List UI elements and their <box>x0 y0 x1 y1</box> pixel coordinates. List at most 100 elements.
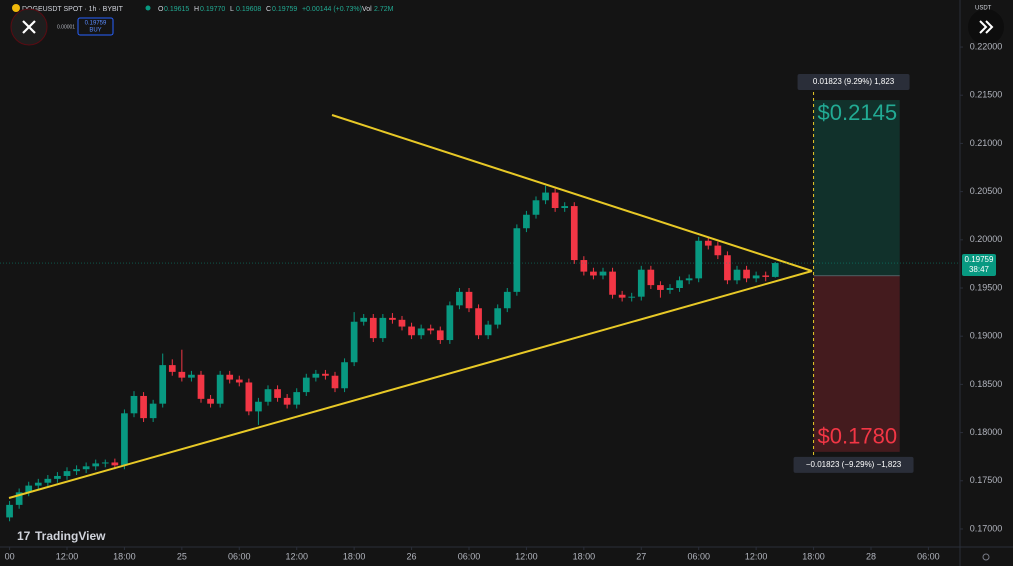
x-tick-label: 06:00 <box>917 551 940 561</box>
last-price-tag <box>962 254 996 277</box>
candle-body <box>590 271 597 276</box>
candle-body <box>503 291 511 309</box>
buy-button[interactable] <box>77 17 114 36</box>
candle-body <box>628 296 636 298</box>
candle-body <box>15 492 23 505</box>
x-tick-label: 12:00 <box>515 551 538 561</box>
profit-zone <box>813 100 900 276</box>
candle-body <box>561 206 569 209</box>
candle-body <box>637 269 645 297</box>
y-tick-label: 0.18000 <box>970 427 1003 437</box>
candle-body <box>188 374 195 378</box>
x-tick-label: 06:00 <box>458 551 481 561</box>
currency: USDT <box>975 6 992 12</box>
x-tick-label: 18:00 <box>343 551 366 561</box>
candle-body <box>551 192 559 209</box>
candle-body <box>762 275 770 277</box>
x-tick-label: 06:00 <box>687 551 710 561</box>
target-info-box <box>797 74 910 91</box>
candle-body <box>484 324 492 336</box>
target-info: 0.01823 (9.29%) 1,823 <box>813 77 895 86</box>
candle-body <box>733 269 741 281</box>
candle-body <box>283 397 291 405</box>
candle-body <box>523 214 530 229</box>
candle-body <box>34 482 42 486</box>
close-icon[interactable] <box>22 20 36 34</box>
candle-body <box>427 328 435 331</box>
x-tick-label: 12:00 <box>56 551 79 561</box>
candle-body <box>456 291 463 306</box>
candle-body <box>542 192 549 201</box>
candle-body <box>743 269 750 279</box>
ohlc-header: O 0.19615 H 0.19770 L 0.19608 C 0.19759 +0.00144… <box>158 6 394 13</box>
settings-icon[interactable] <box>982 553 990 561</box>
candle-body <box>714 245 722 256</box>
x-tick-label: 00 <box>5 551 15 561</box>
expand-icon[interactable] <box>979 20 994 34</box>
target-label: $0.2145 <box>818 100 898 125</box>
buy-label[interactable]: BUY <box>89 28 101 34</box>
candle-body <box>389 317 396 320</box>
candle-body <box>140 395 147 419</box>
stop-info: −0.01823 (−9.29%) −1,823 <box>806 460 902 469</box>
ohlc-value: 0.19615 <box>164 6 189 13</box>
candle-body <box>293 392 301 405</box>
x-tick-label: 18:00 <box>802 551 825 561</box>
candle-body <box>408 326 415 336</box>
stop-label: $0.1780 <box>818 424 898 449</box>
ohlc-key: H <box>194 6 199 13</box>
x-tick-label: 25 <box>177 551 187 561</box>
candle-body <box>159 365 167 404</box>
candle-body <box>532 200 540 215</box>
candle-body <box>350 321 358 363</box>
candle-body <box>302 377 310 393</box>
y-tick-label: 0.18500 <box>970 379 1003 389</box>
candle-body <box>465 291 473 309</box>
lower-trendline <box>8 270 813 499</box>
x-tick-label: 18:00 <box>573 551 596 561</box>
candle-body <box>609 271 616 295</box>
buy-price[interactable]: 0.19759 <box>85 21 107 27</box>
candle-body <box>54 475 61 479</box>
candle-body <box>312 373 320 378</box>
ohlc-key: C <box>266 6 271 13</box>
candle-body <box>771 263 779 277</box>
x-tick-label: 27 <box>636 551 646 561</box>
candle-body <box>149 403 157 419</box>
candle-body <box>724 255 731 281</box>
candle-body <box>580 260 588 272</box>
candle-body <box>130 395 138 414</box>
candle-body <box>25 485 33 493</box>
ohlc-value: 0.19759 <box>272 6 297 13</box>
candle-body <box>245 382 253 412</box>
candle-body <box>63 471 71 476</box>
candle-body <box>92 463 100 467</box>
ohlc-value: 0.19770 <box>200 6 225 13</box>
plot-area <box>6 92 900 522</box>
y-tick-label: 0.20000 <box>970 234 1003 244</box>
loss-zone <box>813 275 900 452</box>
candle-body <box>264 389 272 402</box>
candle-body <box>360 317 368 322</box>
candle-body <box>226 374 234 380</box>
candle-body <box>417 328 425 336</box>
candle-body <box>235 379 243 383</box>
candle-body <box>216 374 224 404</box>
candle-body <box>752 275 760 279</box>
candle-body <box>666 288 674 290</box>
candle-body <box>695 240 703 279</box>
x-tick-label: 18:00 <box>113 551 136 561</box>
candle-body <box>369 317 377 339</box>
candle-body <box>446 305 454 341</box>
volume: 2.72M <box>374 6 394 13</box>
brand: TradingView <box>35 529 106 543</box>
y-tick-label: 0.22000 <box>970 41 1003 51</box>
ohlc-value: 0.19608 <box>236 6 261 13</box>
candle-body <box>618 294 626 298</box>
candle-body <box>398 319 406 327</box>
symbol: DOGEUSDT SPOT · 1h · BYBIT <box>22 6 124 13</box>
ohlc-key: L <box>230 6 234 13</box>
candle-body <box>657 285 664 290</box>
